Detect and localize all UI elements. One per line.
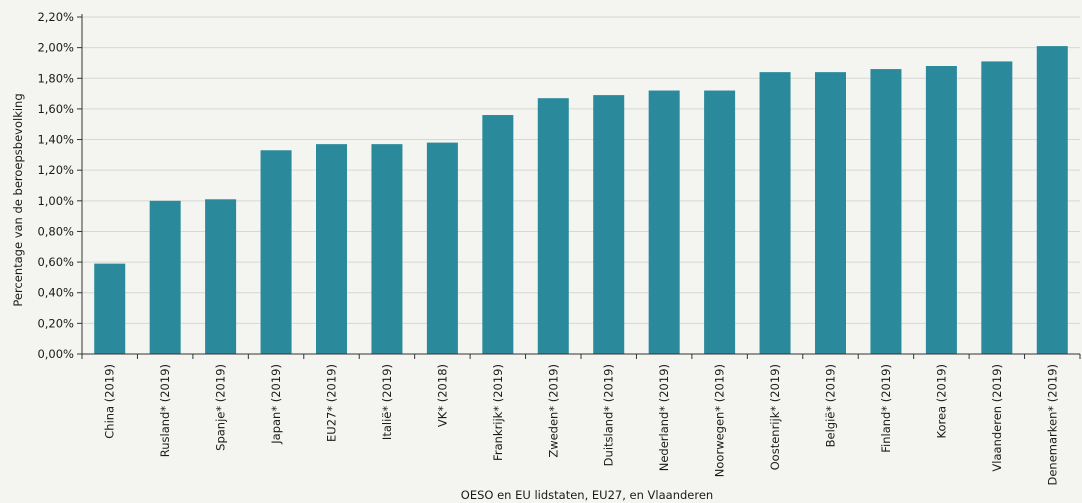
y-tick-label: 1,60% [37, 102, 74, 116]
x-category-label: Japan* (2019) [269, 364, 283, 445]
bar [149, 200, 181, 354]
x-category-label: EU27* (2019) [325, 364, 339, 442]
bar [704, 90, 736, 354]
bar [316, 144, 347, 354]
x-category-label: Duitsland* (2019) [602, 364, 616, 466]
x-category-label: Oostenrijk* (2019) [768, 364, 782, 470]
x-axis-title: OESO en EU lidstaten, EU27, en Vlaandere… [461, 488, 713, 502]
x-category-label: Italië* (2019) [380, 364, 394, 440]
y-tick-label: 0,80% [37, 224, 74, 238]
y-tick-label: 2,20% [37, 10, 74, 24]
bar [371, 144, 403, 354]
y-tick-label: 0,60% [37, 255, 74, 269]
x-category-label: Rusland* (2019) [158, 364, 172, 457]
bar [1036, 46, 1068, 354]
y-axis-title: Percentage van de beroepsbevolking [11, 93, 25, 306]
x-category-label: VK* (2018) [435, 364, 449, 427]
bar [593, 95, 625, 354]
bar [870, 69, 902, 354]
x-category-label: Finland* (2019) [879, 364, 893, 453]
bar [925, 66, 957, 354]
x-category-label: China (2019) [103, 364, 117, 439]
x-category-labels: China (2019) Rusland* (2019) Spanje* (2019… [103, 364, 1060, 486]
bar [815, 72, 846, 355]
bar [205, 199, 237, 354]
x-category-label: Frankrijk* (2019) [491, 364, 505, 461]
x-category-label: Noorwegen* (2019) [713, 364, 727, 477]
x-category-label: Korea (2019) [934, 364, 948, 439]
y-tick-label: 1,80% [37, 71, 74, 85]
bar [260, 150, 292, 354]
x-category-label: Nederland* (2019) [657, 364, 671, 471]
x-category-label: Spanje* (2019) [214, 364, 228, 451]
bar [426, 142, 458, 354]
bar [981, 61, 1013, 354]
y-tick-label: 0,20% [37, 316, 74, 330]
y-tick-label: 1,00% [37, 194, 74, 208]
y-tick-label: 0,40% [37, 286, 74, 300]
bar [94, 263, 126, 354]
bars [94, 46, 1068, 355]
x-category-label: Vlaanderen (2019) [990, 364, 1004, 472]
y-tick-label: 0,00% [37, 347, 74, 361]
axes [77, 14, 1081, 359]
y-tick-labels: 0,00% 0,20% 0,40% 0,60% 0,80% 1,00% 1,20% 1,40%… [37, 10, 74, 361]
x-category-label: Denemarken* (2019) [1045, 364, 1059, 486]
y-tick-label: 1,40% [37, 133, 74, 147]
bar [482, 115, 514, 354]
gridlines [82, 16, 1080, 324]
bar [759, 72, 791, 355]
y-tick-label: 1,20% [37, 163, 74, 177]
x-category-label: België* (2019) [824, 364, 838, 447]
x-category-label: Zweden* (2019) [546, 364, 560, 458]
bar [648, 90, 680, 354]
y-tick-label: 2,00% [37, 41, 74, 55]
bar [537, 98, 569, 354]
